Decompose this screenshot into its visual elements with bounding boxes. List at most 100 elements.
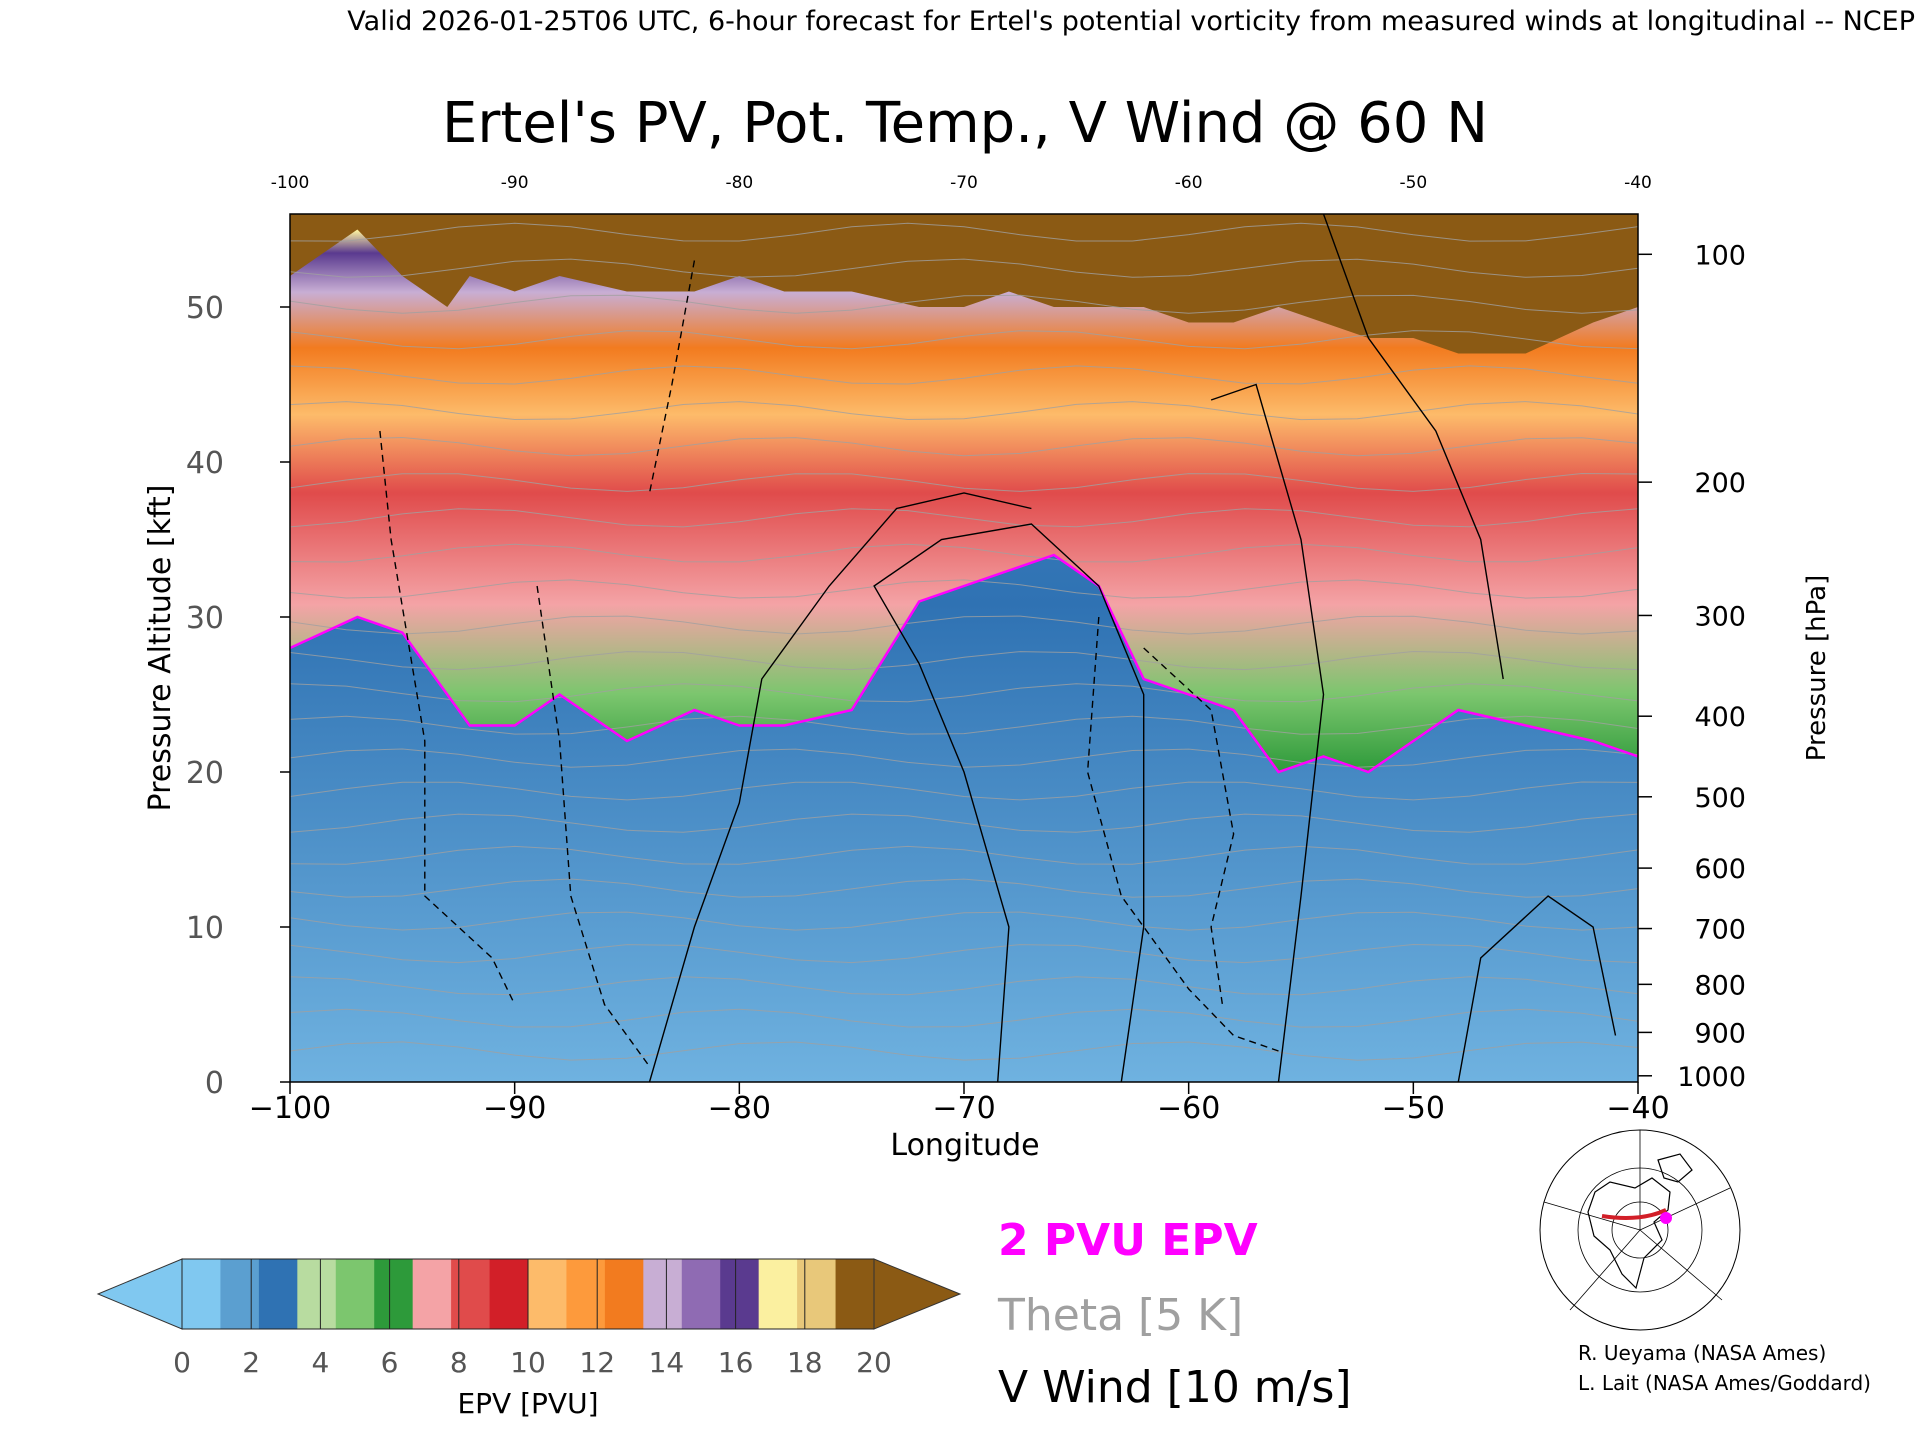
y-right-tick-label: 400 [1694,702,1746,733]
colorbar-cell [412,1259,452,1329]
theta-contour [290,813,1638,833]
theta-contour [290,543,1638,563]
colorbar-cells [181,1258,875,1330]
colorbar-tick-label: 0 [173,1346,191,1379]
top-tick-label: -50 [1399,173,1427,193]
x-tick-label: −60 [1157,1091,1220,1126]
y-left-tick-label: 20 [186,756,224,791]
wind-contour-negative [1086,616,1279,1052]
theta-contour [290,365,1638,385]
colorbar-cell [643,1259,683,1329]
y-left-tick-label: 10 [186,911,224,946]
theta-contour [290,1008,1638,1028]
colorbar-tick-labels: 0 2 4 6 8 10 12 14 16 18 20 [173,1346,892,1379]
colorbar-cell [335,1259,375,1329]
colorbar-cell [681,1259,721,1329]
colorbar-tick-label: 8 [450,1346,468,1379]
legend-theta: Theta [5 K] [997,1290,1243,1341]
right-y-axis: 1000 900 800 700 600 500 400 300 200 100 [1638,240,1746,1093]
wind-contour-negative [536,585,651,1067]
x-tick-label: −70 [932,1091,995,1126]
theta-contour [290,781,1638,801]
colorbar-cell [566,1259,606,1329]
y-right-tick-label: 600 [1694,854,1746,885]
credits: R. Ueyama (NASA Ames) L. Lait (NASA Ames… [1578,1338,1871,1398]
wind-contour-positive [1210,383,1325,1082]
map-cross-section-line [1601,1208,1667,1220]
y-left-tick-label: 50 [186,291,224,326]
theta-contour [290,683,1638,703]
colorbar-over-arrow [873,1258,962,1330]
map-north-america [1587,1177,1671,1290]
pv-2pvu-contour [290,553,1638,774]
x-tick-label: −50 [1382,1091,1445,1126]
theta-contour [290,748,1638,768]
theta-contour [290,472,1638,492]
theta-contour [290,258,1638,278]
colorbar-cell [451,1259,491,1329]
top-tick-label: -70 [950,173,978,193]
x-axis-label: Longitude [890,1128,1039,1163]
wind-contour-positive [873,523,1145,1082]
v-wind-contours [379,214,1617,1082]
wind-contour-positive [1457,895,1617,1082]
theta-contour [290,222,1638,242]
left-y-axis: 0 10 20 30 40 50 [186,291,290,1101]
map-meridians [1543,1130,1731,1311]
y-right-tick-label: 800 [1694,970,1746,1001]
wind-contour-negative [648,260,696,494]
theta-contour [290,579,1638,599]
colorbar-cell [528,1259,568,1329]
theta-contour [290,878,1638,898]
y-right-tick-label: 500 [1694,783,1746,814]
map-greenland [1657,1153,1693,1183]
y-left-tick-label: 0 [205,1066,224,1101]
map-location-marker [1660,1212,1672,1224]
theta-contour [290,911,1638,931]
legend-pv: 2 PVU EPV [998,1215,1258,1266]
theta-contour [290,294,1638,314]
y-axis-left-label: Pressure Altitude [kft] [143,485,178,812]
colorbar-under-arrow [96,1258,183,1330]
credit-line: R. Ueyama (NASA Ames) [1578,1341,1827,1365]
colorbar-cell [258,1259,298,1329]
top-tick-label: -90 [501,173,529,193]
theta-contour [290,976,1638,996]
colorbar-tick-label: 6 [381,1346,399,1379]
theta-contour [290,943,1638,964]
wind-contour-positive [648,492,1032,1082]
theta-contour [290,615,1638,635]
colorbar-cell [797,1259,837,1329]
theta-contour [290,508,1638,528]
colorbar-cell [720,1259,760,1329]
theta-contour [290,401,1638,421]
theta-contour [290,436,1638,457]
top-tick-label: -40 [1624,173,1652,193]
top-tick-label: -80 [725,173,753,193]
colorbar-cell [182,1259,222,1329]
y-right-tick-label: 700 [1694,915,1746,946]
y-right-tick-label: 900 [1694,1018,1746,1049]
legend: 2 PVU EPV Theta [5 K] V Wind [10 m/s] [997,1215,1352,1413]
theta-contour [290,650,1638,671]
credit-line: L. Lait (NASA Ames/Goddard) [1578,1371,1871,1395]
y-right-tick-label: 300 [1694,601,1746,632]
wind-contour-negative [1143,647,1235,1005]
theta-contour [290,715,1638,735]
y-right-tick-label: 100 [1694,240,1746,271]
colorbar-tick-label: 14 [649,1346,685,1379]
top-tick-label: -100 [271,173,310,193]
high-pv-cap [290,214,1638,354]
colorbar-tick-label: 2 [242,1346,260,1379]
colorbar-tick-label: 16 [718,1346,754,1379]
colorbar-cell [297,1259,337,1329]
colorbar-cell [220,1259,260,1329]
x-tick-label: −90 [483,1091,546,1126]
chart-title: Ertel's PV, Pot. Temp., V Wind @ 60 N [442,91,1488,156]
x-tick-label: −40 [1606,1091,1669,1126]
colorbar: 0 2 4 6 8 10 12 14 16 18 20 EPV [PVU] [96,1258,962,1420]
colorbar-cell [604,1259,644,1329]
top-axis: -100 -90 -80 -70 -60 -50 -40 [271,173,1652,193]
